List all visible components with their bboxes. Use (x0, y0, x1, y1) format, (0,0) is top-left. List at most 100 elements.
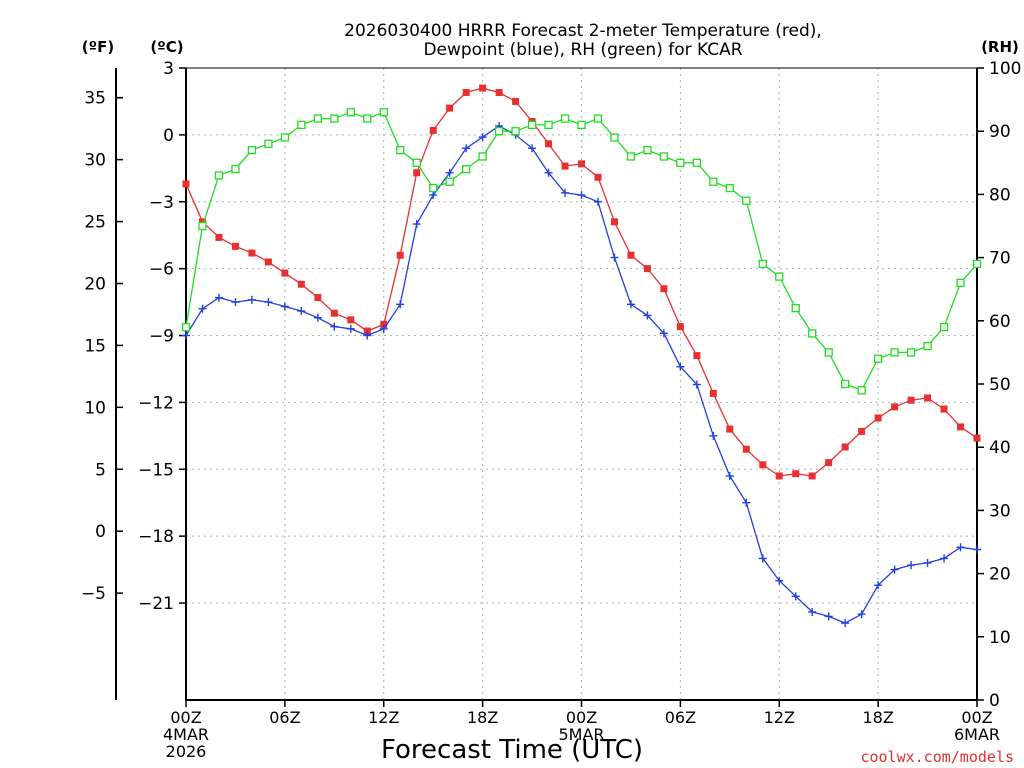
dewpoint-point (363, 331, 372, 340)
celsius-tick-label: 0 (163, 126, 174, 146)
rh-point (659, 152, 669, 161)
dewpoint-point (758, 554, 767, 563)
rh-point (511, 127, 520, 136)
dewpoint-point (890, 565, 899, 574)
rh-point (824, 348, 833, 357)
dewpoint-point (313, 313, 322, 322)
chart-title-line1: 2026030400 HRRR Forecast 2-meter Tempera… (344, 21, 822, 41)
rh-point (429, 183, 438, 193)
rh-point (346, 108, 355, 117)
x-tick-label: 00Z (170, 708, 201, 727)
dewpoint-point (940, 554, 949, 563)
rh-point (808, 329, 817, 338)
dewpoint-point (593, 197, 602, 206)
x-tick-label: 18Z (862, 708, 893, 727)
temperature-point (660, 285, 668, 293)
rh-point (626, 152, 636, 161)
series (181, 84, 982, 628)
rh-tick-label: 30 (989, 501, 1011, 521)
temperature-point (858, 427, 866, 435)
chart-title-line2: Dewpoint (blue), RH (green) for KCAR (423, 40, 742, 60)
temperature-point (742, 445, 750, 453)
dewpoint-point (264, 298, 273, 307)
rh-point (906, 348, 916, 357)
temperature-point (676, 323, 684, 331)
celsius-tick-label: −12 (138, 393, 174, 413)
temperature-point (578, 160, 585, 168)
dewpoint-point (346, 324, 355, 333)
celsius-tick-label: −3 (149, 193, 174, 213)
dewpoint-point (956, 543, 965, 552)
fahrenheit-tick-label: 20 (84, 274, 106, 294)
temperature-point (413, 169, 421, 177)
fahrenheit-tick-label: 5 (95, 460, 106, 480)
rh-point (396, 146, 405, 155)
rh-point (478, 152, 487, 161)
temperature-point (347, 316, 355, 324)
rh-point (297, 120, 306, 130)
rh-point (264, 139, 273, 148)
temperature-point (248, 249, 256, 257)
temperature-point (215, 233, 223, 241)
rh-point (956, 278, 965, 288)
dewpoint-point (775, 576, 784, 585)
fahrenheit-tick-label: 15 (84, 336, 106, 356)
temperature-point (825, 459, 833, 467)
rh-point (972, 259, 982, 269)
x-tick-label: 18Z (467, 708, 498, 727)
fahrenheit-tick-label: 0 (95, 522, 106, 542)
x-tick-date-label: 6MAR (954, 725, 1000, 744)
rh-point (247, 146, 257, 155)
rh-point (544, 120, 553, 130)
temperature-point (396, 251, 404, 259)
rh-point (527, 120, 537, 130)
dewpoint-point (725, 471, 734, 480)
temperature-point (726, 425, 734, 433)
temperature-point (693, 352, 701, 360)
dewpoint-point (874, 581, 883, 590)
rh-point (494, 127, 504, 136)
temperature-point (429, 126, 437, 134)
dewpoint-point (841, 619, 850, 628)
rh-point (725, 183, 734, 193)
temperature-point (792, 470, 800, 478)
x-tick-label: 06Z (269, 708, 300, 727)
credit-text[interactable]: coolwx.com/models (860, 748, 1014, 766)
temperature-point (973, 434, 981, 442)
temperature-point (363, 327, 371, 335)
temperature-point (198, 218, 206, 226)
rh-point (577, 120, 586, 130)
fahrenheit-tick-label: 30 (84, 151, 106, 171)
temperature-point (627, 251, 635, 259)
rh-point (231, 164, 240, 174)
rh-tick-label: 60 (989, 312, 1011, 332)
temperature-point (643, 265, 651, 273)
rh-point (890, 348, 899, 357)
fahrenheit-unit-label: (ºF) (82, 38, 114, 56)
celsius-tick-label: −21 (138, 594, 174, 614)
temperature-point (545, 140, 553, 148)
celsius-tick-label: −15 (138, 460, 174, 480)
rh-tick-label: 50 (989, 375, 1011, 395)
temperature-point (182, 180, 190, 188)
rh-tick-label: 80 (989, 185, 1011, 205)
temperature-point (512, 97, 520, 105)
temperature-point (462, 89, 470, 97)
rh-point (445, 177, 454, 186)
rh-point (280, 133, 290, 142)
dewpoint-point (297, 306, 306, 315)
dewpoint-point (280, 302, 289, 311)
dewpoint-point (379, 324, 388, 333)
dewpoint-point (412, 220, 421, 229)
celsius-tick-label: −6 (149, 260, 174, 280)
dewpoint-point (445, 168, 454, 177)
rh-point (643, 146, 652, 155)
temperature-point (495, 89, 503, 97)
dewpoint-point (791, 592, 800, 601)
x-tick-date-label: 5MAR (558, 725, 604, 744)
dewpoint-point (659, 329, 668, 338)
x-axis-label: Forecast Time (UTC) (381, 735, 643, 765)
rh-point (198, 221, 207, 231)
rh-point (181, 322, 191, 332)
rh-point (363, 114, 372, 123)
